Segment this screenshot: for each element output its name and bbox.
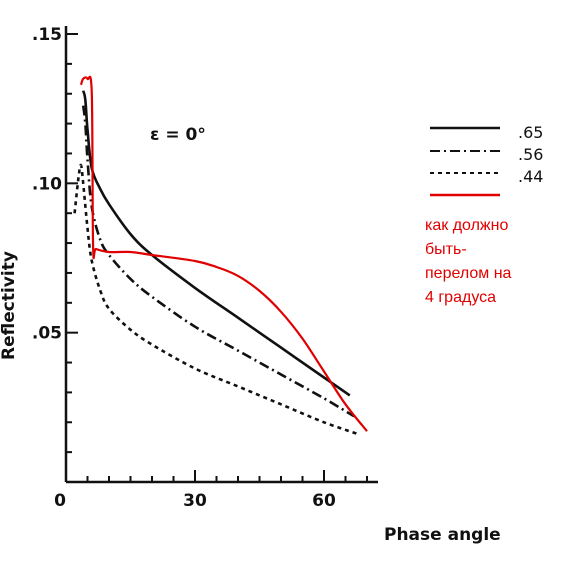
epsilon-annotation: ε = 0° xyxy=(150,125,206,145)
legend-label-56: .56 xyxy=(518,145,543,164)
series-line-2 xyxy=(73,163,359,436)
legend: .65 .56 .44 как должно быть- перелом на … xyxy=(425,123,543,306)
ticks: .05 .10 .15 0 30 60 xyxy=(32,25,368,511)
red-note-line-3: перелом на xyxy=(425,265,512,282)
series-line-3 xyxy=(79,75,368,432)
red-note-line-1: как должно xyxy=(425,217,508,234)
y-tick-label: .15 xyxy=(32,25,62,45)
red-note-line-4: 4 градуса xyxy=(425,289,496,306)
y-tick-label: .10 xyxy=(32,174,62,194)
y-axis-title: Reflectivity xyxy=(0,251,19,360)
y-tick-label: .05 xyxy=(32,324,62,344)
x-tick-label: 30 xyxy=(183,491,207,511)
axes: .05 .10 .15 0 30 60 xyxy=(32,25,378,511)
series-group xyxy=(73,75,368,436)
x-tick-label: 0 xyxy=(54,491,66,511)
red-note-line-2: быть- xyxy=(425,241,467,258)
legend-label-44: .44 xyxy=(518,167,543,186)
x-axis-title: Phase angle xyxy=(384,525,501,545)
legend-label-65: .65 xyxy=(518,123,543,142)
series-line-0 xyxy=(81,90,351,397)
series-line-1 xyxy=(81,105,355,418)
x-tick-label: 60 xyxy=(312,491,336,511)
